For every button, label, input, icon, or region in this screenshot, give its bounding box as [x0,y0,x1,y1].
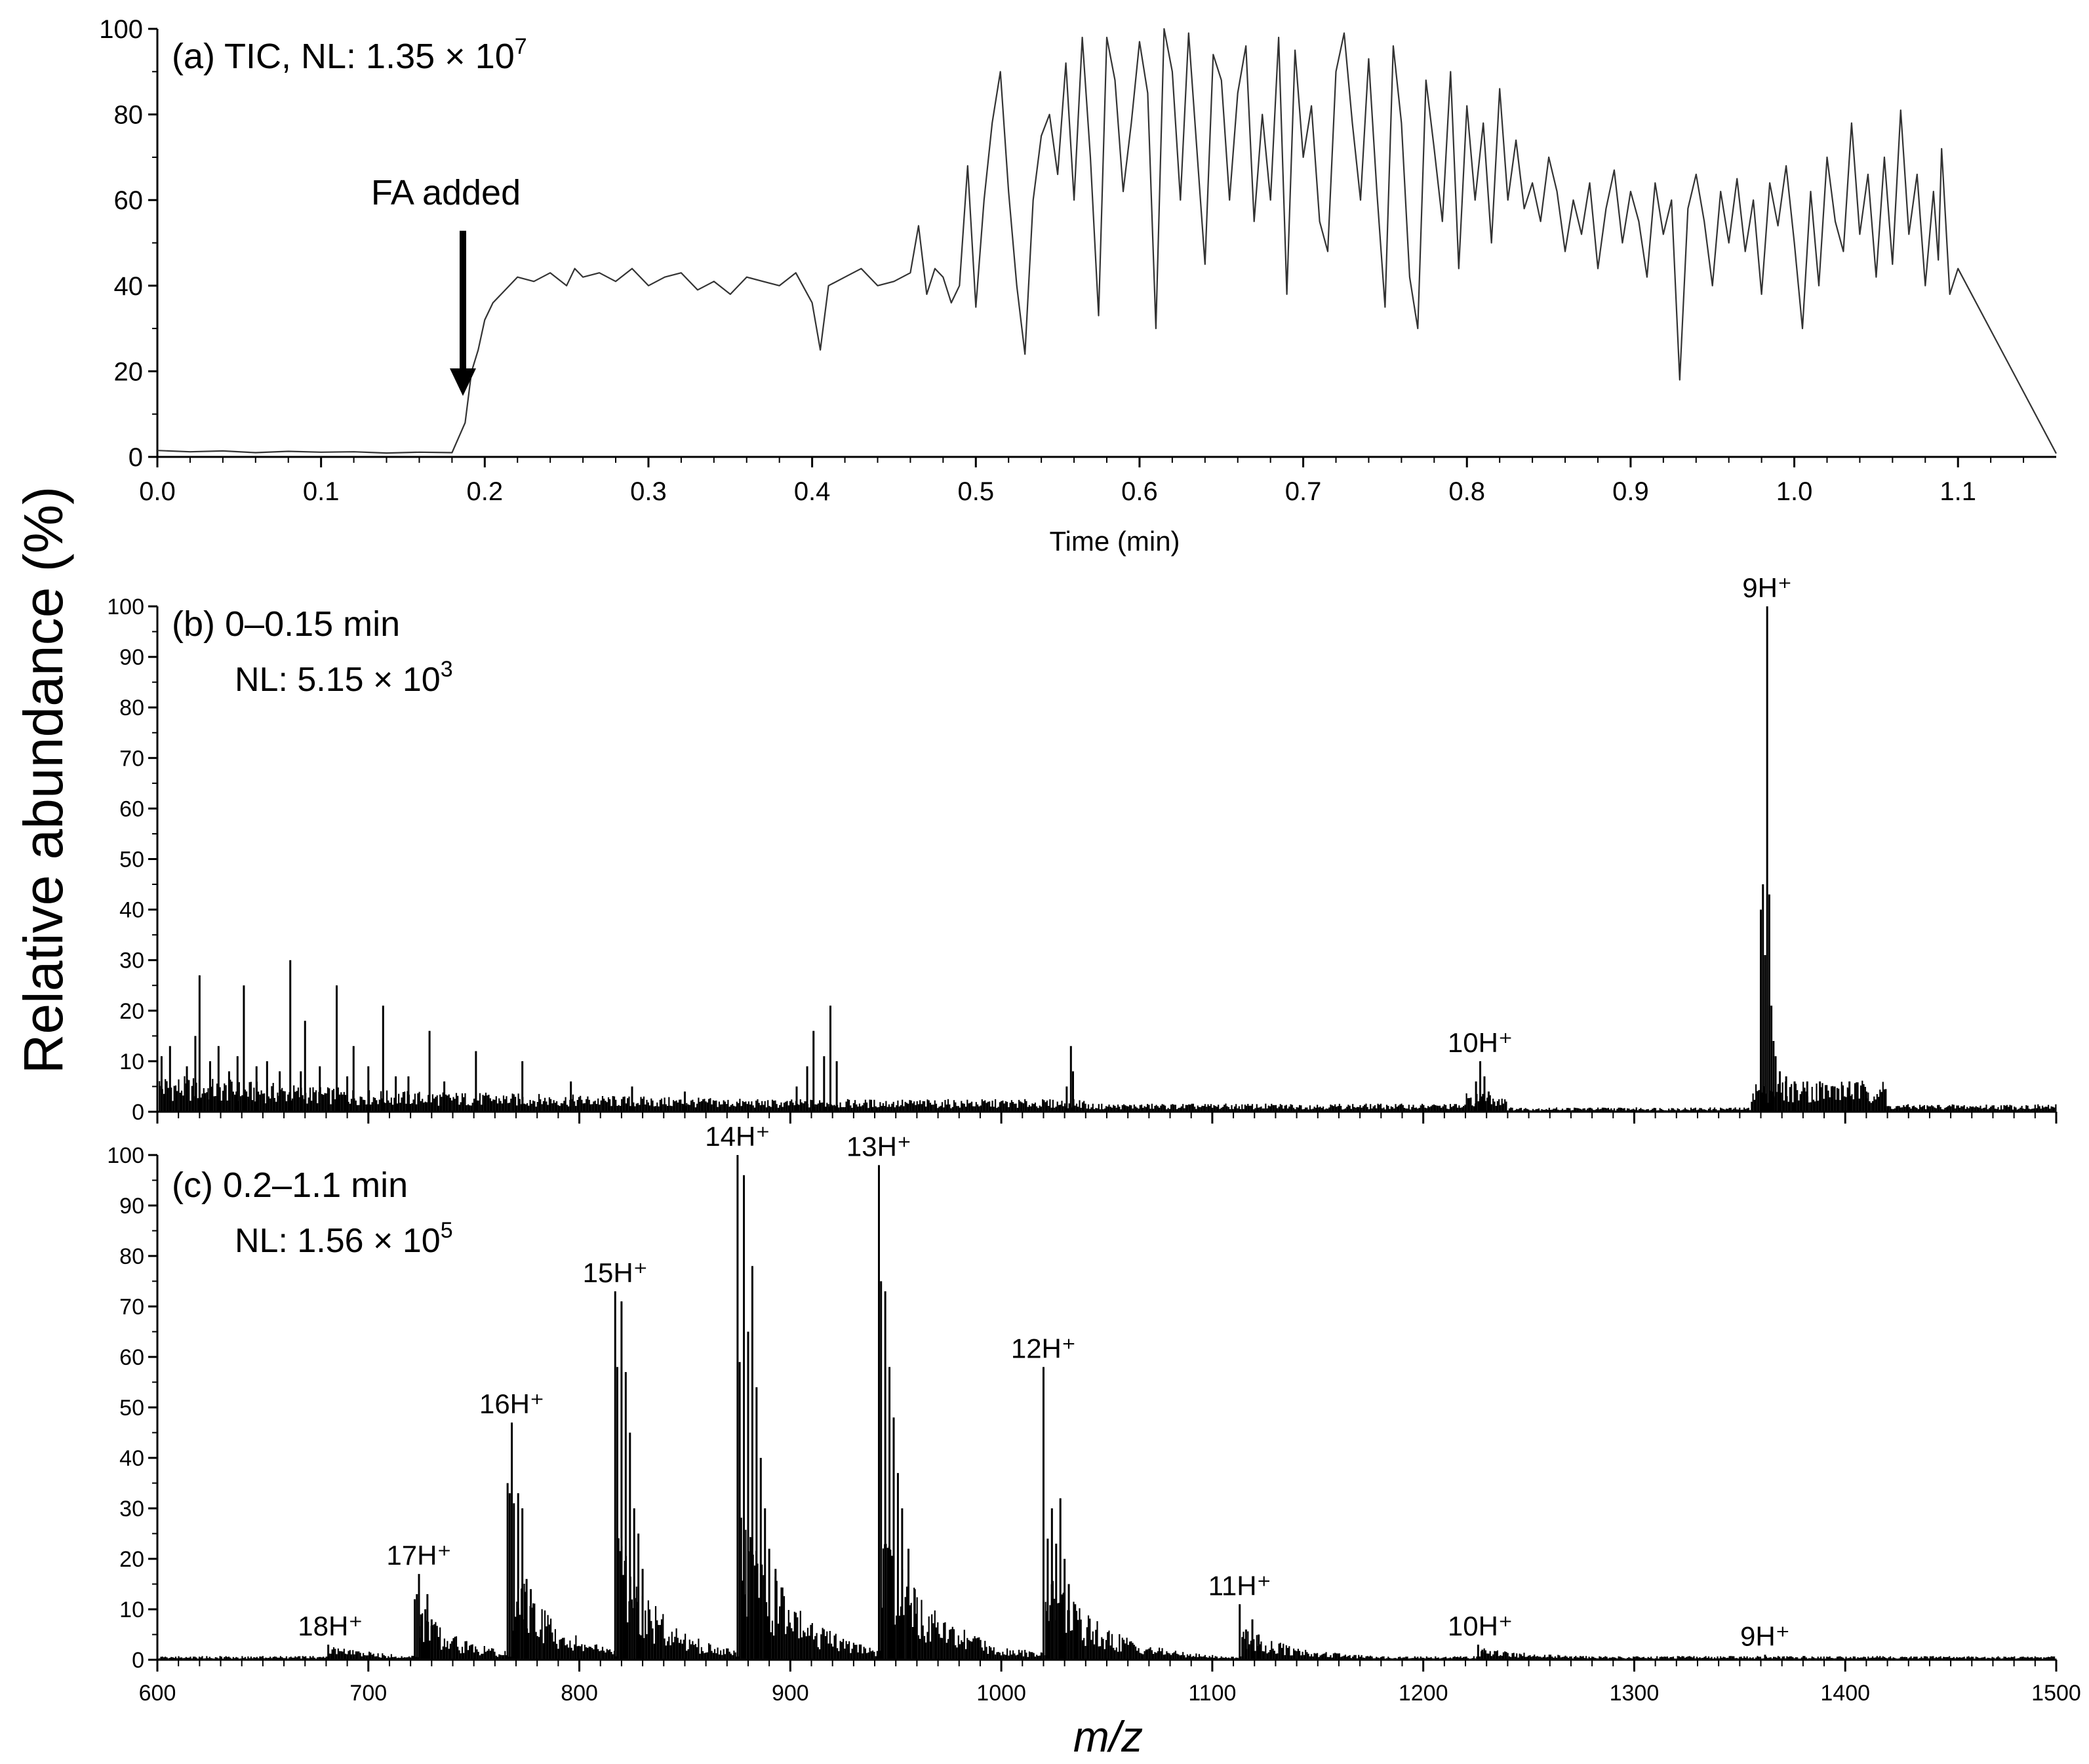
panel-c-peak-label: 15H⁺ [583,1257,648,1288]
panel-c-noise-bars [159,1500,2057,1660]
panel-c-y-tick-label: 10 [119,1597,144,1622]
panel-c-peak-label: 9H⁺ [1740,1620,1790,1651]
panel-a-x-tick-label: 0.5 [957,477,994,506]
panel-a-y-tick-label: 80 [114,101,144,130]
panel-c-peak-label: 11H⁺ [1208,1570,1271,1601]
panel-c-peak-label: 10H⁺ [1448,1611,1513,1641]
panel-c-peak-label: 16H⁺ [479,1388,544,1419]
fa-added-arrow [450,231,476,396]
panel-a-tic: 0 20 40 60 80 100 0.0 0.1 0.2 0.3 0.4 0.5 0.6 0.7 0.8 0… [99,15,2057,557]
y-axis-title: Relative abundance (%) [12,486,74,1074]
panel-c-spectrum: 0 10 20 30 40 50 60 70 80 90 100 600 700 800 900 1000 11… [107,1121,2081,1706]
panel-b-y-tick-label: 40 [119,898,144,923]
panel-b-y-tick-label: 50 [119,848,144,872]
panel-b-y-tick-label: 0 [132,1100,144,1125]
panel-c-x-tick-label: 700 [349,1681,387,1706]
panel-b-nl: NL: 5.15 × 103 [235,657,453,699]
panel-b-spectrum: 0 10 20 30 40 50 60 70 80 90 100 9H⁺ 10H⁺ (b) 0–0.1… [107,572,2058,1125]
panel-c-peak-label: 14H⁺ [705,1121,770,1152]
panel-b-series: 9H⁺ 10H⁺ [159,572,2057,1112]
panel-c-y-tick-label: 70 [119,1295,144,1320]
panel-c-peak-label: 17H⁺ [386,1540,451,1571]
panel-b-y-tick-label: 100 [107,595,144,619]
panel-b-title: (b) 0–0.15 min [172,604,400,644]
panel-c-peak-label: 13H⁺ [846,1131,911,1162]
panel-c-y-tick-label: 30 [119,1497,144,1521]
panel-c-y-tick-label: 100 [107,1143,144,1168]
panel-b-peak-label: 10H⁺ [1448,1027,1513,1058]
panel-b-y-tick-label: 20 [119,999,144,1024]
panel-c-axes: 0 10 20 30 40 50 60 70 80 90 100 600 700 800 900 1000 11… [107,1143,2081,1706]
panel-c-title: (c) 0.2–1.1 min [172,1166,408,1205]
panel-a-series [157,28,2057,454]
panel-a-y-tick-label: 100 [99,15,143,44]
panel-a-x-tick-label: 0.8 [1448,477,1485,506]
panel-b-y-tick-label: 80 [119,696,144,720]
panel-b-y-tick-label: 60 [119,796,144,821]
panel-a-x-tick-label: 0.9 [1612,477,1649,506]
panel-c-y-tick-label: 0 [132,1648,144,1673]
panel-c-x-tick-label: 1400 [1820,1681,1870,1706]
panel-b-y-tick-label: 30 [119,949,144,973]
panel-c-y-tick-label: 90 [119,1194,144,1219]
panel-a-x-tick-label: 0.2 [467,477,504,506]
panel-a-x-tick-label: 0.0 [139,477,176,506]
panel-a-x-tick-label: 0.6 [1121,477,1158,506]
fa-added-annotation: FA added [371,173,521,212]
panel-a-y-tick-label: 0 [129,443,143,472]
panel-a-x-tick-label: 1.0 [1776,477,1813,506]
panel-a-x-axis-title: Time (min) [1049,526,1180,557]
panel-c-x-tick-label: 1300 [1610,1681,1660,1706]
panel-c-x-tick-label: 600 [139,1681,176,1706]
panel-c-y-tick-label: 80 [119,1244,144,1269]
panel-c-x-tick-label: 1000 [976,1681,1026,1706]
panel-c-peak-label: 12H⁺ [1011,1333,1076,1363]
panel-a-x-tick-label: 0.4 [794,477,831,506]
panel-c-x-tick-label: 1100 [1188,1681,1236,1706]
x-axis-title: m/z [1073,1712,1143,1761]
panel-a-y-tick-label: 40 [114,272,144,301]
panel-c-y-tick-label: 60 [119,1345,144,1370]
panel-a-x-tick-label: 0.1 [303,477,340,506]
panel-c-x-tick-label: 800 [561,1681,598,1706]
panel-b-y-tick-label: 10 [119,1049,144,1074]
panel-c-y-tick-label: 40 [119,1446,144,1471]
panel-a-x-tick-label: 0.7 [1285,477,1322,506]
panel-b-peak-label: 9H⁺ [1742,572,1792,603]
panel-c-x-tick-label: 1200 [1399,1681,1448,1706]
panel-c-x-tick-label: 1500 [2031,1681,2081,1706]
panel-c-y-tick-label: 20 [119,1547,144,1572]
panel-c-y-tick-label: 50 [119,1396,144,1421]
tic-line-series [157,28,2057,454]
panel-a-axes: 0 20 40 60 80 100 0.0 0.1 0.2 0.3 0.4 0.5 0.6 0.7 0.8 0… [99,15,2056,506]
panel-a-y-tick-label: 60 [114,186,144,215]
panel-b-y-tick-label: 70 [119,746,144,771]
panel-a-x-tick-label: 0.3 [630,477,667,506]
panel-b-y-tick-label: 90 [119,645,144,670]
panel-c-x-tick-label: 900 [772,1681,809,1706]
panel-a-title: (a) TIC, NL: 1.35 × 107 [172,34,527,76]
panel-a-y-tick-label: 20 [114,357,144,386]
panel-a-x-tick-label: 1.1 [1940,477,1976,506]
panel-c-nl: NL: 1.56 × 105 [235,1218,453,1260]
panel-c-series: 14H⁺ 13H⁺ 15H⁺ 12H⁺ 16H⁺ 17H⁺ 11H⁺ 18H⁺ 10H⁺ 9H⁺ [159,1121,2057,1660]
panel-c-peak-label: 18H⁺ [298,1611,363,1641]
